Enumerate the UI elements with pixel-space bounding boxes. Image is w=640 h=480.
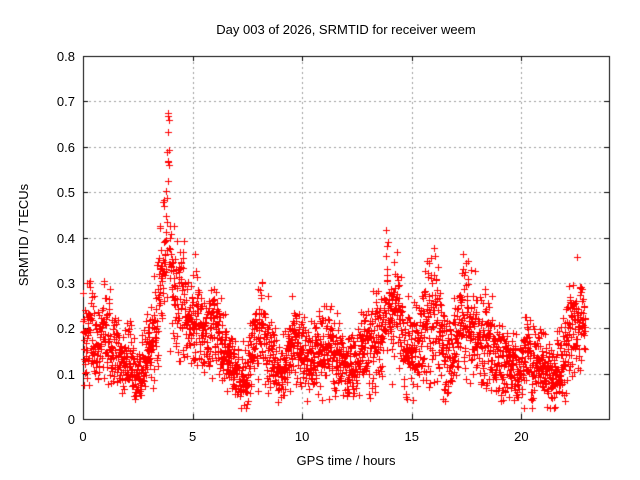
x-tick-label: 10 bbox=[294, 429, 310, 444]
x-tick-label: 15 bbox=[404, 429, 419, 444]
y-tick-label: 0.8 bbox=[56, 49, 75, 64]
y-tick-label: 0 bbox=[67, 412, 75, 427]
y-tick-label: 0.5 bbox=[56, 185, 75, 201]
y-tick-label: 0.1 bbox=[56, 366, 75, 382]
y-tick-label: 0.3 bbox=[56, 275, 75, 291]
x-tick-label: 20 bbox=[514, 429, 529, 444]
chart-title: Day 003 of 2026, SRMTID for receiver wee… bbox=[216, 22, 476, 37]
x-tick-label: 5 bbox=[188, 429, 197, 444]
x-axis-label: GPS time / hours bbox=[296, 453, 396, 468]
y-tick-label: 0.4 bbox=[56, 230, 75, 246]
x-tick-label: 0 bbox=[79, 429, 87, 444]
y-tick-label: 0.6 bbox=[56, 139, 75, 155]
y-tick-label: 0.7 bbox=[56, 94, 75, 110]
y-tick-label: 0.2 bbox=[56, 321, 75, 337]
